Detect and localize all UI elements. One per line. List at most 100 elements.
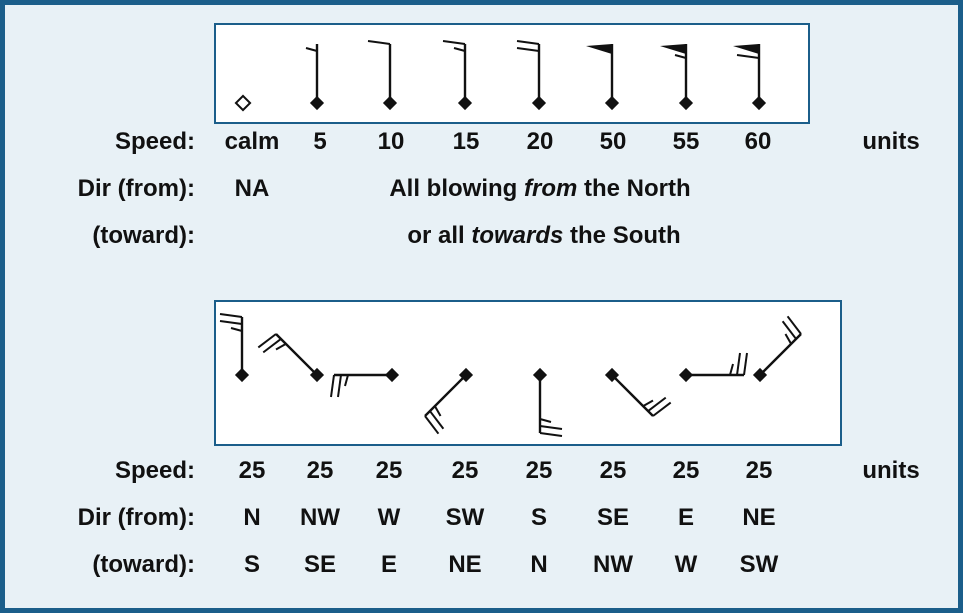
bottom-dir-from-label: Dir (from): [77,504,195,531]
bottom-speed-value: 25 [599,457,627,484]
bottom-dir-from: SW [445,504,485,531]
half-barb [784,333,792,345]
top-speed-value: 5 [313,128,327,155]
bottom-speed-value: 25 [306,457,334,484]
south-text-em: towards [471,222,564,249]
station-marker [457,95,473,111]
full-barb [262,338,282,354]
half-barb [453,47,466,52]
station-marker [678,367,694,383]
bottom-dir-toward: SE [303,551,337,578]
full-barb [337,374,342,398]
bottom-dir-toward: W [674,551,698,578]
top-units-label: units [862,128,920,155]
station-marker [678,95,694,111]
full-barb [516,47,540,52]
half-barb [305,47,318,52]
barb-shaft [275,333,318,376]
bottom-speed-label: Speed: [114,457,195,484]
full-barb [539,425,563,430]
north-description: All blowing from the North [389,175,690,203]
top-speed-value: 60 [744,128,772,155]
north-text-post: the North [577,175,691,202]
calm-marker [234,94,252,112]
pennant [733,44,759,54]
bottom-dir-toward: SW [739,551,779,578]
half-barb [674,54,687,59]
bottom-dir-from: NW [300,504,340,531]
bottom-dir-from: NE [742,504,776,531]
barb-shaft [424,374,467,417]
station-marker [604,95,620,111]
top-speed-label: Speed: [114,128,195,155]
full-barb [647,396,667,412]
bottom-dir-toward: NW [593,551,633,578]
station-marker [458,367,474,383]
bottom-dir-from: S [530,504,548,531]
top-speed-value: 55 [672,128,700,155]
south-text-post: the South [563,222,681,249]
half-barb [729,363,734,376]
south-description: or all towards the South [407,222,680,250]
station-marker [532,367,548,383]
bottom-dir-toward-label: (toward): [92,551,195,578]
barb-shaft [611,374,654,417]
bottom-units-label: units [862,457,920,484]
bottom-dir-from: E [677,504,695,531]
bottom-dir-toward: E [380,551,398,578]
bottom-dir-from: N [243,504,261,531]
top-dir-toward-label: (toward): [92,222,195,249]
full-barb [516,40,540,45]
bottom-dir-toward: NE [448,551,482,578]
barb-shaft [759,333,802,376]
top-speed-value: calm [224,128,280,155]
station-marker [309,95,325,111]
station-marker [604,367,620,383]
full-barb [539,432,563,437]
north-text-pre: All blowing [389,175,524,202]
station-marker [751,95,767,111]
full-barb [257,333,277,349]
half-barb [434,405,442,417]
station-marker [384,367,400,383]
full-barb [219,320,243,325]
top-speed-value: 20 [526,128,554,155]
full-barb [219,313,243,318]
full-barb [367,40,391,45]
station-marker [234,367,250,383]
station-marker [382,95,398,111]
station-marker [752,367,768,383]
full-barb [781,320,797,340]
bottom-speed-value: 25 [745,457,773,484]
full-barb [652,401,672,417]
bottom-dir-toward: N [530,551,548,578]
full-barb [743,352,748,376]
half-barb [344,374,349,387]
bottom-dir-from: W [377,504,401,531]
top-speed-value: 15 [452,128,480,155]
south-text-pre: or all [407,222,472,249]
bottom-dir-from: SE [596,504,630,531]
half-barb [275,343,287,351]
full-barb [736,352,741,376]
bottom-dir-toward: S [243,551,261,578]
station-marker [531,95,547,111]
full-barb [330,374,335,398]
half-barb [230,327,243,332]
full-barb [429,410,445,430]
top-speed-value: 50 [599,128,627,155]
half-barb [642,399,654,407]
top-barb-panel [214,23,810,124]
top-dir-from-label: Dir (from): [77,175,195,202]
pennant [586,44,612,54]
top-dir-from-na: NA [234,175,270,202]
half-barb [539,418,552,423]
top-speed-value: 10 [377,128,405,155]
bottom-speed-value: 25 [672,457,700,484]
full-barb [786,315,802,335]
full-barb [736,54,760,59]
full-barb [424,415,440,435]
bottom-speed-value: 25 [451,457,479,484]
full-barb [442,40,466,45]
